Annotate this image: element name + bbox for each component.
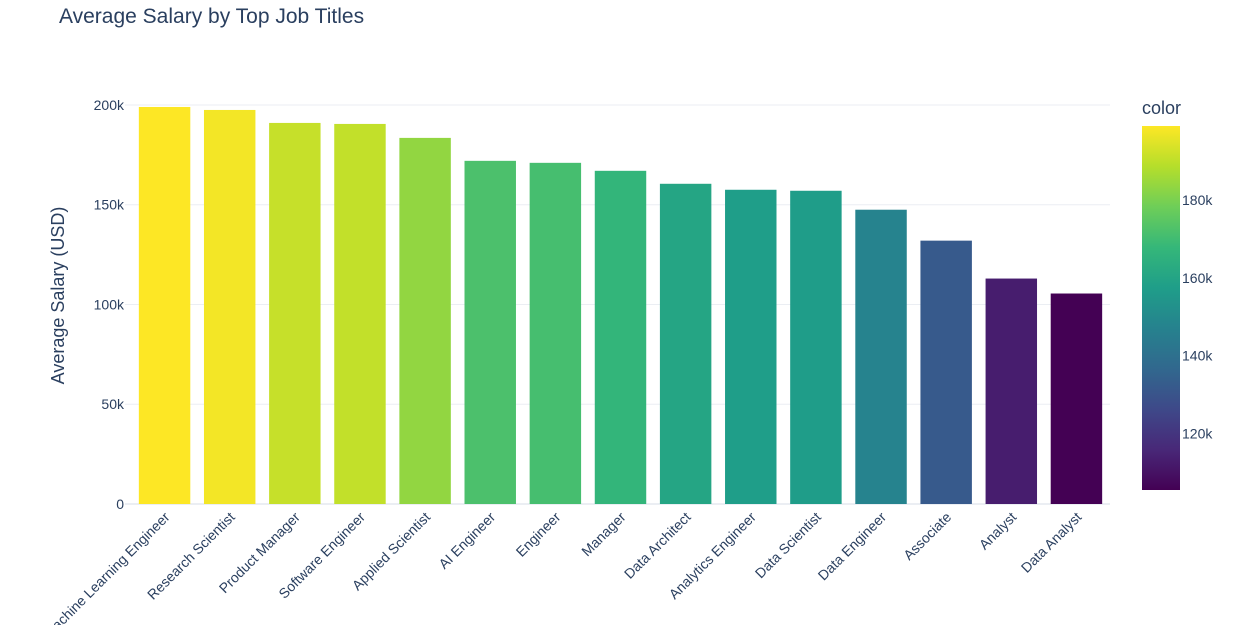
bar[interactable] (399, 137, 451, 504)
chart-title: Average Salary by Top Job Titles (59, 5, 364, 28)
bar[interactable] (203, 109, 256, 505)
colorbar: color 120k 140k 160k 180k (1142, 98, 1213, 490)
colorbar-tick-label: 140k (1182, 348, 1213, 364)
bars-group (138, 106, 1103, 505)
bar[interactable] (464, 160, 516, 504)
y-tick-label: 100k (94, 296, 125, 312)
y-axis-ticks: 0 50k 100k 150k 200k (94, 97, 125, 512)
bar[interactable] (1050, 293, 1103, 504)
colorbar-gradient (1142, 126, 1180, 490)
x-tick-label: Analyst (976, 509, 1020, 553)
bar[interactable] (855, 209, 907, 504)
y-axis-title: Average Salary (USD) (48, 207, 68, 385)
bar[interactable] (725, 189, 777, 504)
x-tick-label: Data Architect (621, 509, 694, 582)
y-tick-label: 50k (101, 396, 125, 412)
colorbar-ticks: 120k 140k 160k 180k (1182, 192, 1213, 442)
bar[interactable] (985, 278, 1038, 504)
x-tick-label: Data Engineer (815, 509, 890, 584)
y-tick-label: 200k (94, 97, 125, 113)
bar[interactable] (334, 123, 386, 505)
bar[interactable] (659, 183, 712, 504)
colorbar-tick-label: 160k (1182, 270, 1213, 286)
x-tick-label: Manager (578, 509, 629, 560)
x-tick-label: Data Analyst (1018, 509, 1085, 576)
colorbar-title: color (1142, 98, 1181, 118)
x-tick-label: Associate (900, 509, 954, 563)
bar[interactable] (269, 122, 321, 505)
bar[interactable] (594, 170, 647, 504)
bar[interactable] (920, 240, 972, 504)
bar[interactable] (138, 106, 191, 504)
x-tick-label: Engineer (513, 509, 564, 560)
x-tick-label: Machine Learning Engineer (40, 509, 173, 625)
bar[interactable] (529, 162, 582, 504)
y-tick-label: 0 (116, 496, 124, 512)
bar[interactable] (790, 190, 842, 504)
x-tick-label: Data Scientist (752, 509, 824, 581)
x-tick-label: AI Engineer (435, 509, 498, 572)
colorbar-tick-label: 180k (1182, 192, 1213, 208)
colorbar-tick-label: 120k (1182, 426, 1213, 442)
y-tick-label: 150k (94, 197, 125, 213)
